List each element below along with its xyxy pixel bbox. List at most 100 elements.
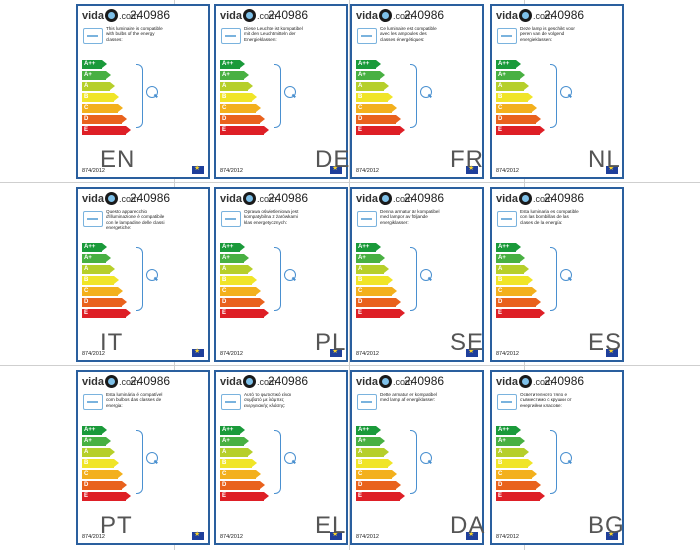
energy-class-aplus: A+ [220, 254, 249, 263]
language-code: ES [588, 329, 623, 356]
energy-class-aplus: A+ [82, 254, 111, 263]
energy-class-c: C [356, 470, 397, 479]
bulb-icon [560, 452, 572, 464]
energy-class-aplus: A+ [496, 71, 525, 80]
brand-suffix: .com [257, 377, 277, 387]
energy-class-c: C [220, 287, 261, 296]
lamp-icon [497, 28, 517, 44]
bulb-icon [146, 269, 158, 281]
eu-flag-icon [466, 347, 478, 357]
energy-class-aplusplus: A++ [496, 243, 521, 252]
energy-class-aplusplus: A++ [220, 426, 245, 435]
language-code: DA [450, 512, 486, 539]
energy-class-b: B [356, 459, 393, 468]
brand-logo: vida .com [82, 9, 139, 22]
brand-prefix: vida [496, 10, 519, 22]
eu-flag-icon [466, 530, 478, 540]
regulation-number: 874/2012 [82, 534, 105, 540]
regulation-number: 874/2012 [496, 534, 519, 540]
product-code: 240986 [130, 191, 171, 205]
energy-class-d: D [496, 298, 541, 307]
bulb-icon [284, 452, 296, 464]
brand-prefix: vida [82, 376, 105, 388]
bulb-icon [420, 269, 432, 281]
energy-label-card: vida .com 240986 Осветителното тяло е съвме… [490, 370, 624, 545]
brand-logo: vida .com [496, 375, 553, 388]
bulb-icon [146, 86, 158, 98]
energy-label-card: vida .com 240986 Dette armatur er kompatibe… [350, 370, 484, 545]
energy-class-e: E [496, 126, 545, 135]
regulation-number: 874/2012 [356, 168, 379, 174]
energy-class-b: B [220, 276, 257, 285]
compatibility-text: Denna armatur är kompatibel med lampor a… [380, 209, 440, 225]
product-code: 240986 [268, 374, 309, 388]
energy-class-aplus: A+ [220, 71, 249, 80]
brand-mark-icon [379, 9, 393, 22]
lamp-icon [497, 394, 517, 410]
brand-logo: vida .com [496, 192, 553, 205]
energy-class-b: B [356, 276, 393, 285]
energy-class-scale: A++ A+ A B C D E [356, 243, 405, 320]
bulb-icon [284, 86, 296, 98]
compatibility-text: Oprawa oświetleniowa jest kompatybilna z… [244, 209, 299, 225]
product-code: 240986 [544, 8, 585, 22]
label-cell-bg: vida .com 240986 Осветителното тяло е съвме… [490, 366, 700, 550]
energy-class-a: A [496, 448, 529, 457]
energy-class-c: C [82, 104, 123, 113]
label-cell-fr: vida .com 240986 Ce luminaire est compatibl… [350, 0, 525, 183]
energy-class-e: E [82, 492, 131, 501]
energy-class-d: D [356, 298, 401, 307]
lamp-icon [357, 28, 377, 44]
brand-logo: vida .com [220, 9, 277, 22]
energy-label-card: vida .com 240986 This luminaire is compatib… [76, 4, 210, 179]
brand-suffix: .com [393, 377, 413, 387]
energy-class-aplusplus: A++ [356, 426, 381, 435]
regulation-number: 874/2012 [220, 351, 243, 357]
energy-class-scale: A++ A+ A B C D E [82, 426, 131, 503]
brand-prefix: vida [220, 193, 243, 205]
energy-class-a: A [82, 82, 115, 91]
brand-suffix: .com [533, 194, 553, 204]
product-code: 240986 [404, 8, 445, 22]
eu-flag-icon [606, 347, 618, 357]
brand-mark-icon [379, 192, 393, 205]
product-code: 240986 [130, 374, 171, 388]
energy-class-aplusplus: A++ [356, 243, 381, 252]
energy-label-card: vida .com 240986 Ce luminaire est compatibl… [350, 4, 484, 179]
regulation-number: 874/2012 [220, 168, 243, 174]
energy-class-c: C [220, 104, 261, 113]
brand-prefix: vida [356, 10, 379, 22]
energy-class-aplusplus: A++ [496, 60, 521, 69]
energy-class-aplus: A+ [82, 71, 111, 80]
energy-class-c: C [82, 287, 123, 296]
label-cell-pl: vida .com 240986 Oprawa oświetleniowa jest … [175, 183, 350, 366]
energy-class-c: C [496, 104, 537, 113]
energy-class-scale: A++ A+ A B C D E [496, 243, 545, 320]
energy-class-aplusplus: A++ [82, 60, 107, 69]
label-cell-pt: vida .com 240986 Esta luminária é compatíve… [0, 366, 210, 550]
energy-class-d: D [496, 115, 541, 124]
energy-class-a: A [496, 265, 529, 274]
bulb-icon [146, 452, 158, 464]
regulation-number: 874/2012 [220, 534, 243, 540]
brand-mark-icon [243, 9, 257, 22]
energy-class-c: C [356, 287, 397, 296]
product-code: 240986 [404, 374, 445, 388]
lamp-icon [357, 211, 377, 227]
energy-label-card: vida .com 240986 Αυτό το φωτιστικό είναι συ… [214, 370, 348, 545]
brand-suffix: .com [533, 11, 553, 21]
bracket-icon [550, 247, 557, 311]
label-cell-es: vida .com 240986 Esta luminaria es compatib… [490, 183, 700, 366]
language-code: FR [450, 146, 484, 173]
energy-class-a: A [220, 265, 253, 274]
eu-flag-icon [192, 347, 204, 357]
compatibility-text: Questo apparecchio d'illuminazione è com… [106, 209, 165, 231]
label-cell-el: vida .com 240986 Αυτό το φωτιστικό είναι συ… [175, 366, 350, 550]
energy-class-scale: A++ A+ A B C D E [496, 426, 545, 503]
energy-class-b: B [82, 459, 119, 468]
energy-class-b: B [220, 459, 257, 468]
bracket-icon [136, 430, 143, 494]
eu-flag-icon [330, 530, 342, 540]
energy-class-aplusplus: A++ [220, 243, 245, 252]
energy-class-b: B [82, 93, 119, 102]
